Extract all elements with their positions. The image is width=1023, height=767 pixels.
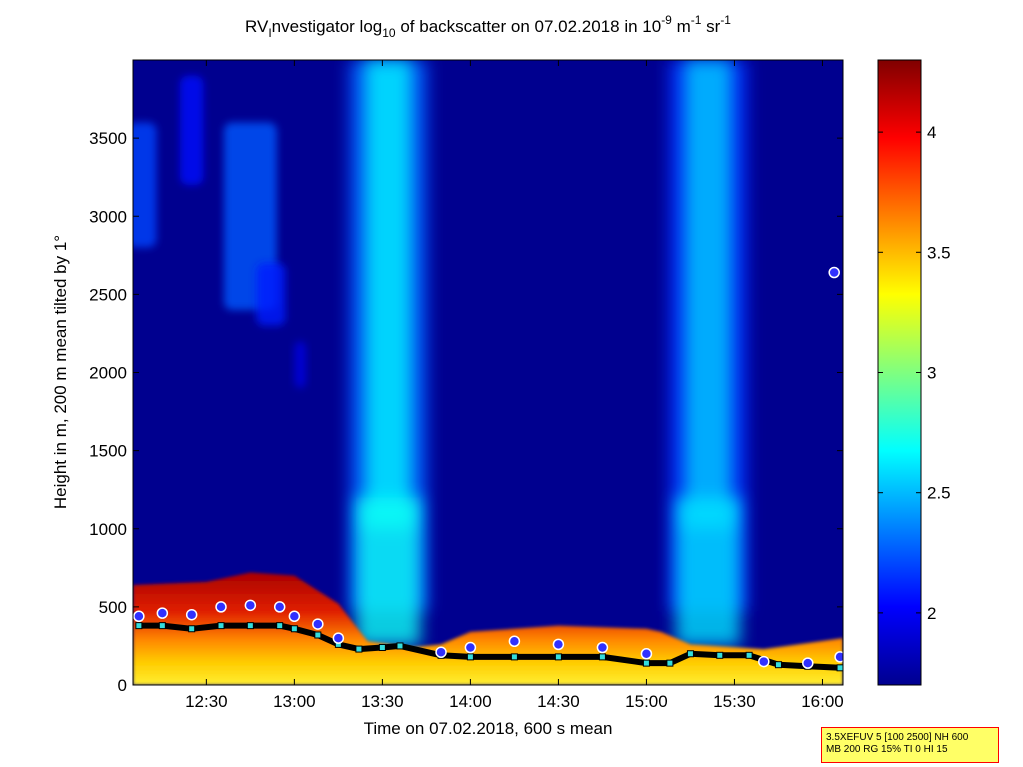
y-tick-label: 1500	[89, 442, 127, 461]
colorbar-tick-label: 3	[927, 364, 936, 383]
x-tick-label: 14:30	[537, 692, 580, 711]
x-tick-label: 12:30	[185, 692, 228, 711]
colorbar-ticks: 2 2.5 3 3.5 4	[878, 123, 951, 623]
cloud-base-marker	[244, 599, 257, 612]
y-tick-label: 3500	[89, 129, 127, 148]
aerosol-patch	[256, 263, 286, 326]
cloud-base-marker	[834, 651, 843, 663]
colorbar-tick-label: 2	[927, 604, 936, 623]
aerosol-patch	[179, 75, 204, 185]
plume-core	[684, 60, 732, 529]
y-tick-label: 500	[99, 598, 127, 617]
cloud-base-marker	[552, 638, 565, 651]
layer-height-marker	[246, 622, 254, 630]
y-tick-label: 2500	[89, 285, 127, 304]
title-sup-m9: -9	[661, 13, 672, 27]
layer-height-marker	[135, 622, 143, 630]
y-tick-label: 1000	[89, 520, 127, 539]
cloud-base-marker	[435, 646, 447, 658]
cloud-base-marker	[273, 601, 286, 613]
plot-area: 12:30 13:00 13:30 14:00 14:30 15:00 15:30 16:00…	[89, 59, 844, 711]
layer-height-marker	[510, 653, 518, 661]
aerosol-patch	[223, 122, 277, 310]
colorbar-tick-label: 4	[927, 123, 936, 142]
title-sup-m1: -1	[691, 13, 702, 27]
layer-height-marker	[276, 622, 284, 630]
x-tick-label: 13:00	[273, 692, 316, 711]
cloud-base-marker	[332, 632, 345, 644]
title-unit-sr: sr	[701, 17, 720, 36]
x-axis: 12:30 13:00 13:30 14:00 14:30 15:00 15:30 16:00	[185, 60, 844, 711]
layer-height-marker	[290, 625, 298, 633]
cloud-base-marker	[828, 266, 840, 279]
colorbar-gradient	[877, 59, 922, 686]
layer-height-marker	[642, 659, 650, 667]
layer-height-marker	[666, 659, 674, 667]
layer-height-marker	[716, 651, 724, 659]
cloud-base-marker	[508, 635, 521, 647]
title-unit-m: m	[672, 17, 691, 36]
cloud-base-marker	[596, 641, 609, 654]
x-axis-label: Time on 07.02.2018, 600 s mean	[364, 719, 613, 738]
layer-height-marker	[598, 653, 606, 661]
y-tick-label: 3000	[89, 207, 127, 226]
title-sub-10: 10	[382, 26, 396, 40]
cloud-base-marker	[156, 607, 169, 619]
y-axis-label: Height in m, 200 m mean tilted by 1°	[51, 235, 70, 509]
x-tick-label: 16:00	[801, 692, 844, 711]
x-tick-label: 14:00	[449, 692, 492, 711]
cloud-base-marker	[288, 610, 301, 622]
title-prefix: RV	[245, 17, 269, 36]
x-tick-label: 15:30	[713, 692, 756, 711]
info-line-1: 3.5XEFUV 5 [100 2500] NH 600	[826, 732, 969, 743]
marker-layer	[133, 266, 843, 672]
aerosol-patch	[133, 122, 157, 248]
plume-base	[675, 497, 741, 646]
layer-height-marker	[836, 664, 843, 672]
chart-title: RVInvestigator log10 of backscatter on 0…	[245, 13, 731, 40]
layer-height-marker	[554, 653, 562, 661]
title-rest: of backscatter on 07.02.2018 in 10	[396, 17, 662, 36]
cloud-base-marker	[215, 601, 227, 613]
y-tick-label: 2000	[89, 364, 127, 383]
cloud-base-marker	[640, 648, 653, 660]
layer-height-marker	[466, 653, 474, 661]
colorbar: 2 2.5 3 3.5 4	[877, 59, 951, 686]
colorbar-tick-label: 2.5	[927, 484, 951, 503]
layer-height-marker	[396, 642, 404, 650]
layer-height-marker	[355, 645, 363, 653]
cloud-base-marker	[802, 657, 814, 669]
layer-height-marker	[158, 622, 166, 630]
plume-core	[364, 60, 412, 529]
info-line-2: MB 200 RG 15% TI 0 HI 15	[826, 744, 948, 755]
cloud-base-marker	[312, 618, 324, 630]
cloud-base-marker	[185, 608, 198, 621]
boundary-layer-field	[133, 572, 843, 685]
x-tick-label: 15:00	[625, 692, 668, 711]
layer-height-marker	[745, 651, 753, 659]
title-sub-i: I	[268, 26, 271, 40]
cloud-base-marker	[758, 655, 770, 668]
title-mid: nvestigator log	[272, 17, 383, 36]
cloud-base-marker	[464, 641, 477, 654]
plume-base	[355, 497, 421, 646]
layer-height-marker	[378, 644, 386, 651]
layer-height-marker	[188, 625, 196, 633]
layer-height-marker	[774, 661, 782, 669]
aerosol-patch	[294, 341, 307, 389]
y-tick-label: 0	[118, 676, 127, 695]
svg-text:RVInvestigator log10 of backsc: RVInvestigator log10 of backscatter on 0…	[245, 13, 731, 40]
title-sup-m1b: -1	[720, 13, 731, 27]
colorbar-tick-label: 3.5	[927, 243, 951, 262]
x-tick-label: 13:30	[361, 692, 404, 711]
cloud-base-marker	[133, 610, 145, 622]
settings-info-box: 3.5XEFUV 5 [100 2500] NH 600 MB 200 RG 1…	[821, 727, 999, 763]
layer-height-marker	[217, 622, 225, 630]
layer-height-marker	[314, 631, 322, 639]
y-axis: 0 500 1000 1500 2000 2500 3000 3500	[89, 129, 843, 695]
layer-height-marker	[686, 650, 694, 658]
heatmap-field	[133, 60, 843, 685]
